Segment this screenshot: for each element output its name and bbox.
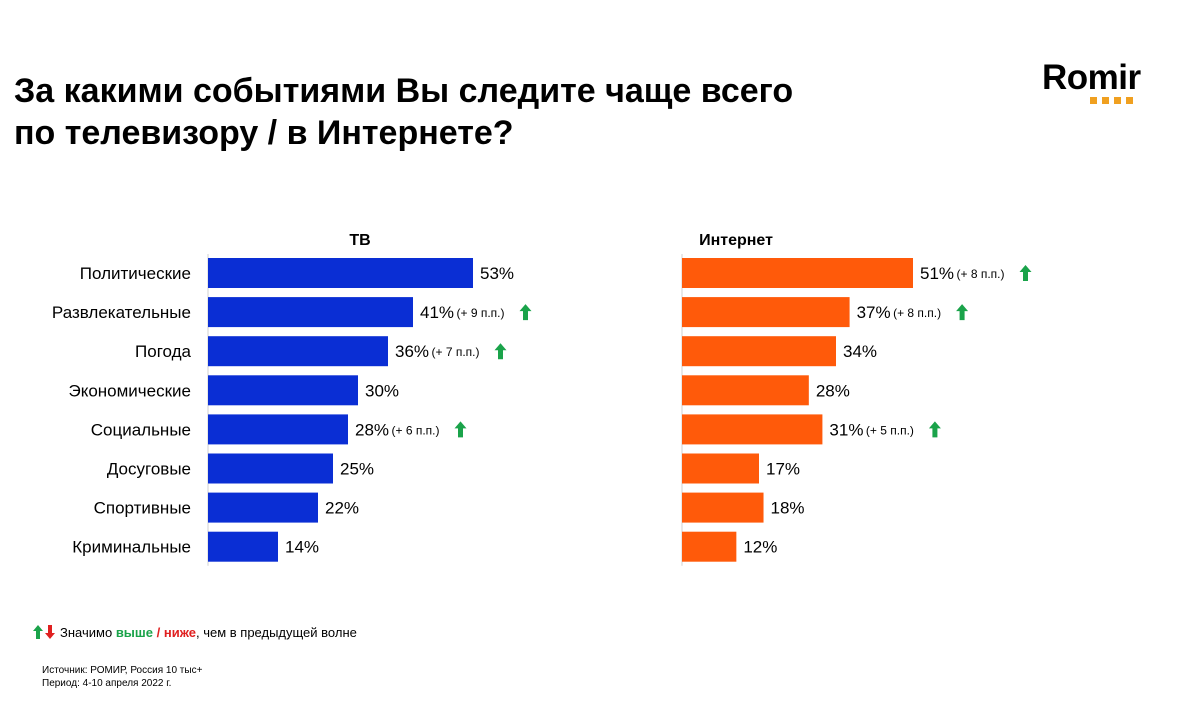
bar — [208, 414, 348, 445]
change-label: (+ 6 п.п.) — [392, 423, 440, 437]
arrow-up-icon — [494, 343, 507, 360]
data-label: 12% — [743, 538, 777, 557]
title-line-1: За какими событиями Вы следите чаще всег… — [14, 72, 794, 110]
arrow-down-icon — [45, 625, 55, 639]
arrow-up-icon — [928, 421, 941, 438]
bar — [208, 492, 318, 523]
series-title: Интернет — [699, 232, 773, 249]
data-label: 30% — [365, 381, 399, 400]
legend-higher: выше — [115, 624, 153, 640]
data-label: 41% — [420, 303, 454, 322]
change-label: (+ 7 п.п.) — [432, 345, 480, 359]
logo-dot — [1114, 97, 1121, 104]
legend-prefix: Значимо — [60, 624, 113, 640]
bar — [682, 492, 764, 523]
category-label: Экономические — [68, 381, 191, 400]
category-label: Досуговые — [107, 460, 191, 479]
data-label: 37% — [857, 303, 891, 322]
bar — [208, 258, 473, 288]
data-label: 28% — [816, 381, 850, 400]
bar — [682, 453, 759, 484]
legend-arrows — [32, 624, 56, 640]
logo-text: Romir — [1042, 58, 1141, 97]
data-label: 28% — [355, 420, 389, 439]
category-label: Погода — [135, 342, 192, 361]
legend-lower: ниже — [163, 624, 196, 640]
bar — [208, 531, 278, 562]
bar-chart: Политические Развлекательные Погода Экономи… — [52, 232, 1032, 566]
legend-separator: / — [156, 624, 161, 640]
data-label: 22% — [325, 499, 359, 518]
bar — [682, 531, 737, 562]
data-label: 31% — [829, 420, 863, 439]
legend: Значимо выше / ниже, чем в предыдущей во… — [32, 624, 357, 640]
bar — [682, 297, 850, 328]
page-title: За какими событиями Вы следите чаще всег… — [14, 70, 914, 154]
bar — [682, 375, 809, 406]
arrow-up-icon — [1019, 265, 1032, 281]
category-label: Развлекательные — [52, 303, 191, 322]
logo-dot — [1126, 97, 1133, 104]
source-line: Источник: РОМИР, Россия 10 тыс+ — [42, 665, 203, 676]
category-label: Криминальные — [72, 538, 191, 557]
series-title: ТВ — [349, 232, 370, 249]
arrow-up-icon — [519, 304, 532, 321]
change-label: (+ 5 п.п.) — [866, 423, 914, 437]
source-note: Источник: РОМИР, Россия 10 тыс+ Период: … — [42, 664, 202, 690]
period-line: Период: 4-10 апреля 2022 г. — [42, 678, 172, 689]
arrow-up-icon — [454, 421, 467, 438]
category-label: Социальные — [91, 420, 191, 439]
data-label: 25% — [340, 460, 374, 479]
data-label: 14% — [285, 538, 319, 557]
bar — [208, 453, 333, 484]
logo-dots — [1090, 97, 1150, 105]
data-label: 17% — [766, 460, 800, 479]
change-label: (+ 8 п.п.) — [893, 306, 941, 320]
arrow-up-icon — [33, 625, 43, 639]
data-label: 51% — [920, 264, 954, 283]
data-label: 53% — [480, 264, 514, 283]
logo-dot — [1102, 97, 1109, 104]
bar — [682, 258, 913, 288]
data-label: 36% — [395, 342, 429, 361]
bar — [682, 336, 836, 367]
category-label: Спортивные — [94, 499, 191, 518]
category-label: Политические — [80, 264, 191, 283]
logo-dot — [1090, 97, 1097, 104]
bar — [208, 336, 388, 367]
legend-suffix: , чем в предыдущей волне — [195, 624, 357, 640]
data-label: 18% — [771, 499, 805, 518]
bar — [682, 414, 823, 445]
change-label: (+ 8 п.п.) — [957, 267, 1005, 281]
data-label: 34% — [843, 342, 877, 361]
title-line-2: по телевизору / в Интернете? — [14, 114, 514, 152]
bar — [208, 297, 413, 328]
bar — [208, 375, 358, 406]
romir-logo: Romir — [1042, 58, 1152, 108]
change-label: (+ 9 п.п.) — [457, 306, 505, 320]
arrow-up-icon — [956, 304, 969, 321]
